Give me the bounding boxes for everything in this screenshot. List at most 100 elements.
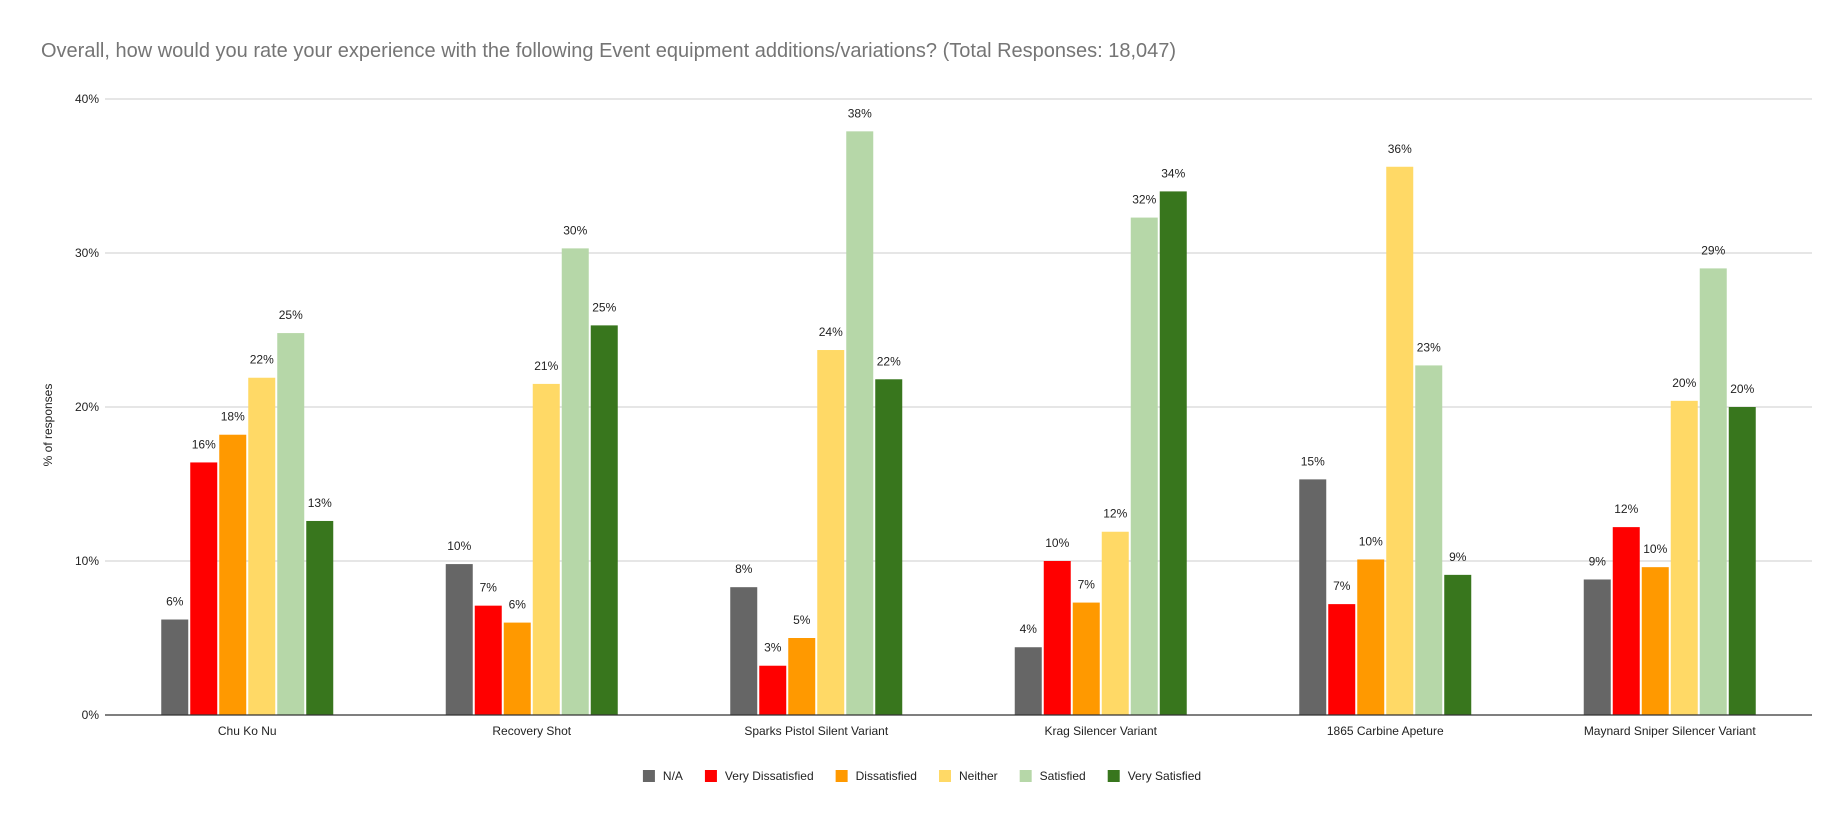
bar (1670, 400, 1698, 715)
data-label: 20% (1730, 382, 1754, 396)
legend-item: Very Dissatisfied (704, 769, 814, 783)
data-label: 13% (308, 496, 332, 510)
bar (1130, 217, 1158, 715)
bar (561, 248, 589, 715)
x-category-label: Krag Silencer Variant (1045, 724, 1158, 738)
bar (1101, 531, 1129, 715)
bar (1072, 602, 1100, 715)
data-label: 25% (279, 308, 303, 322)
bar (190, 462, 218, 715)
bar (474, 605, 502, 715)
bar (1415, 365, 1443, 715)
legend-swatch (835, 770, 848, 782)
data-labels: 6% 16% 18% 22% 25% 13% 10% 7% 6% 21% 30% 25% 8% 3% 5% 2… (166, 106, 1755, 654)
y-axis-ticks: 0% 10% 20% 30% 40% (75, 92, 99, 722)
bar (1699, 268, 1727, 715)
bar (1583, 579, 1611, 715)
bar (445, 564, 473, 715)
y-tick-label: 10% (75, 554, 99, 568)
data-label: 29% (1701, 243, 1725, 257)
data-label: 10% (1359, 534, 1383, 548)
x-axis-categories: Chu Ko Nu Recovery Shot Sparks Pistol Sile… (218, 724, 1756, 738)
data-label: 22% (877, 354, 901, 368)
legend-swatch (704, 770, 717, 782)
bar (306, 520, 334, 715)
bars (161, 131, 1756, 716)
y-tick-label: 20% (75, 400, 99, 414)
data-label: 20% (1672, 376, 1696, 390)
x-category-label: Sparks Pistol Silent Variant (744, 724, 889, 738)
legend-item: Satisfied (1019, 769, 1086, 783)
bar (1328, 604, 1356, 715)
data-label: 10% (1045, 536, 1069, 550)
data-label: 10% (447, 539, 471, 553)
legend-item: Dissatisfied (835, 769, 917, 783)
legend-label: Satisfied (1040, 769, 1086, 783)
bar (1728, 407, 1756, 715)
data-label: 30% (563, 223, 587, 237)
bar (1014, 647, 1042, 715)
data-label: 23% (1417, 340, 1441, 354)
data-label: 32% (1132, 193, 1156, 207)
data-label: 7% (1078, 578, 1096, 592)
bar (532, 383, 560, 715)
bar (759, 665, 787, 715)
data-label: 8% (735, 562, 753, 576)
x-category-label: 1865 Carbine Apeture (1327, 724, 1444, 738)
data-label: 25% (592, 300, 616, 314)
bar (730, 587, 758, 715)
bar (788, 638, 816, 715)
data-label: 3% (764, 641, 782, 655)
bar (1444, 574, 1472, 715)
data-label: 36% (1388, 142, 1412, 156)
y-axis-title: % of responses (41, 384, 55, 467)
bar (248, 377, 276, 715)
data-label: 6% (509, 598, 527, 612)
legend-swatch (1107, 770, 1120, 782)
legend-item: Neither (938, 769, 998, 783)
data-label: 5% (793, 613, 811, 627)
data-label: 12% (1614, 502, 1638, 516)
bar (875, 379, 903, 715)
bar (1386, 166, 1414, 715)
legend-label: Very Dissatisfied (725, 769, 814, 783)
legend-label: Neither (959, 769, 998, 783)
bar (1641, 567, 1669, 715)
x-category-label: Recovery Shot (492, 724, 571, 738)
data-label: 7% (480, 581, 498, 595)
legend-swatch (642, 770, 655, 782)
bar (817, 350, 845, 715)
bar (161, 619, 189, 715)
legend-label: Dissatisfied (856, 769, 917, 783)
data-label: 38% (848, 106, 872, 120)
data-label: 6% (166, 595, 184, 609)
data-label: 18% (221, 410, 245, 424)
y-tick-label: 0% (82, 708, 100, 722)
legend-item: Very Satisfied (1107, 769, 1201, 783)
legend-label: Very Satisfied (1128, 769, 1201, 783)
chart-title: Overall, how would you rate your experie… (41, 40, 1177, 62)
data-label: 24% (819, 325, 843, 339)
y-tick-label: 40% (75, 92, 99, 106)
data-label: 16% (192, 437, 216, 451)
data-label: 9% (1589, 554, 1607, 568)
bar (1612, 527, 1640, 715)
bar (590, 325, 618, 715)
data-label: 21% (534, 359, 558, 373)
legend: N/A Very Dissatisfied Dissatisfied Neither S… (642, 769, 1201, 783)
gridlines (105, 98, 1812, 562)
legend-label: N/A (663, 769, 683, 783)
bar (1043, 561, 1071, 715)
data-label: 7% (1333, 579, 1351, 593)
data-label: 12% (1103, 507, 1127, 521)
data-label: 10% (1643, 542, 1667, 556)
bar (1159, 191, 1187, 715)
legend-item: N/A (642, 769, 683, 783)
data-label: 15% (1301, 454, 1325, 468)
bar (1357, 559, 1385, 715)
legend-swatch (938, 770, 951, 782)
bar (1299, 479, 1327, 715)
legend-swatch (1019, 770, 1032, 782)
bar (846, 131, 874, 716)
